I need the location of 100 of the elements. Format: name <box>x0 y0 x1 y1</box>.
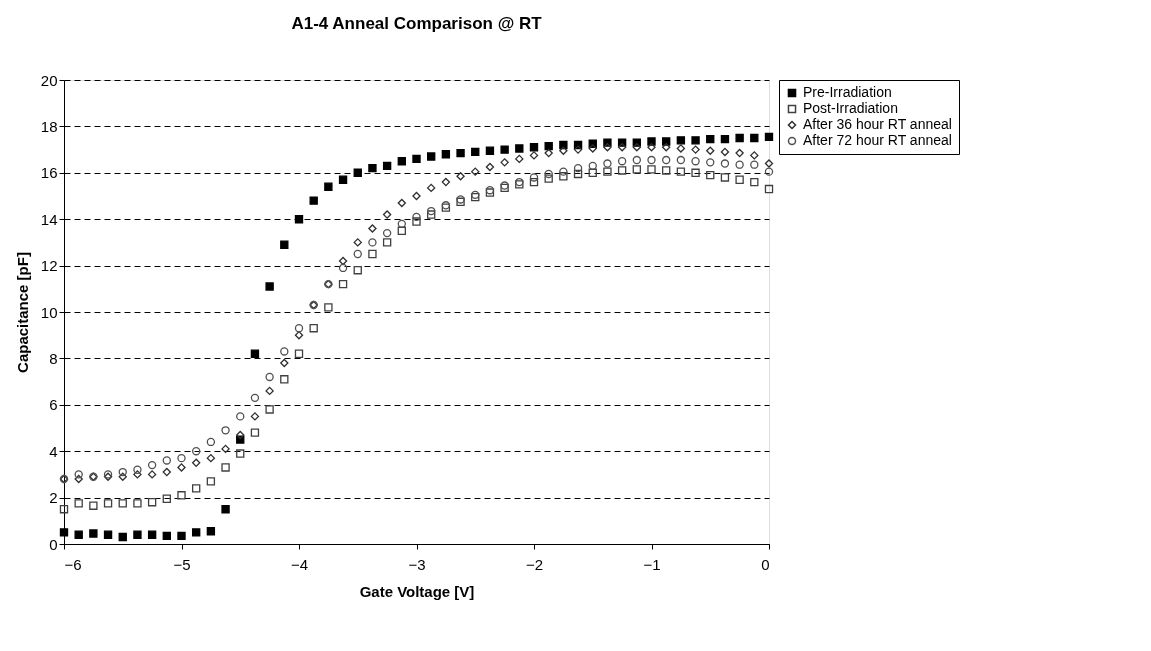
point <box>74 530 83 539</box>
point <box>412 191 421 201</box>
point <box>118 472 127 481</box>
point <box>103 530 113 539</box>
point <box>603 143 612 152</box>
point <box>382 210 392 219</box>
point <box>89 529 98 538</box>
point <box>397 198 406 208</box>
point <box>280 375 289 384</box>
point <box>382 228 392 238</box>
point <box>353 238 362 247</box>
point <box>456 148 465 158</box>
y-tick-label: 10 <box>40 303 58 321</box>
point <box>662 143 671 152</box>
x-tick-label: −4 <box>290 555 309 573</box>
point <box>250 412 260 421</box>
point <box>103 499 113 508</box>
point <box>147 498 157 507</box>
point <box>632 165 641 174</box>
point <box>632 155 641 165</box>
point <box>529 177 539 187</box>
point <box>265 405 274 414</box>
point <box>250 428 260 437</box>
legend-label: After 36 hour RT anneal <box>803 116 952 132</box>
point <box>662 137 671 146</box>
point <box>647 155 656 165</box>
point <box>603 167 612 176</box>
point <box>471 147 480 157</box>
point <box>735 175 744 184</box>
point <box>368 163 377 173</box>
point <box>236 449 245 458</box>
point <box>74 474 83 484</box>
point <box>236 412 245 421</box>
point <box>720 147 730 157</box>
point <box>324 182 333 191</box>
point <box>764 132 774 142</box>
point <box>750 177 759 187</box>
point <box>294 349 304 358</box>
point <box>456 172 465 181</box>
point <box>192 447 201 456</box>
point <box>206 477 216 486</box>
point <box>764 167 774 176</box>
point <box>280 347 289 356</box>
y-tick-label: 12 <box>40 257 58 275</box>
point <box>368 249 377 259</box>
point <box>250 393 260 403</box>
point <box>544 148 553 158</box>
point <box>573 163 583 173</box>
legend-label: Post-Irradiation <box>803 100 898 116</box>
point <box>133 530 142 539</box>
point <box>338 256 348 266</box>
point <box>427 206 436 216</box>
y-tick-label: 2 <box>49 489 58 507</box>
point <box>133 499 142 508</box>
point <box>236 430 245 440</box>
point <box>764 159 774 168</box>
point <box>147 470 157 479</box>
point <box>500 145 509 154</box>
point <box>74 499 83 508</box>
point <box>617 143 627 152</box>
point <box>177 453 186 463</box>
y-tick-label: 16 <box>40 164 58 182</box>
point <box>544 169 553 179</box>
point <box>59 528 69 537</box>
point <box>353 168 362 177</box>
point <box>162 494 171 503</box>
point <box>412 217 421 226</box>
point <box>133 465 142 474</box>
y-tick-label: 0 <box>49 535 58 553</box>
point <box>544 174 553 183</box>
point <box>720 173 730 182</box>
point <box>338 279 348 289</box>
x-tick-label: −1 <box>643 555 661 573</box>
point <box>338 263 348 273</box>
point <box>206 437 216 447</box>
x-tick-label: 0 <box>761 555 770 573</box>
point <box>206 527 216 536</box>
point <box>632 143 641 152</box>
point <box>368 238 377 247</box>
point <box>750 160 759 169</box>
point <box>250 349 260 358</box>
point <box>559 167 568 176</box>
point <box>588 168 597 177</box>
point <box>706 146 715 155</box>
point <box>427 152 436 161</box>
point <box>89 501 98 510</box>
point <box>573 145 583 154</box>
point <box>427 183 436 193</box>
point <box>280 240 289 249</box>
point <box>147 460 157 470</box>
point <box>441 150 451 159</box>
point <box>162 467 171 477</box>
point <box>647 137 656 146</box>
point <box>691 145 700 154</box>
point <box>133 470 142 479</box>
point <box>192 458 201 467</box>
point <box>162 531 171 541</box>
point <box>441 177 451 187</box>
point <box>353 266 362 275</box>
point <box>750 133 759 143</box>
